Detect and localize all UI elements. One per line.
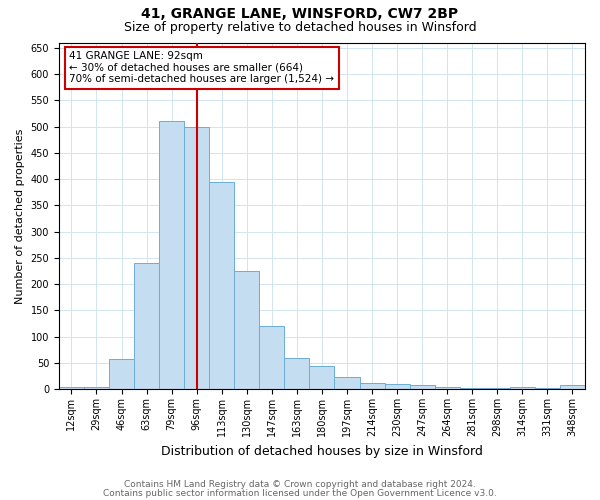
Y-axis label: Number of detached properties: Number of detached properties	[15, 128, 25, 304]
Bar	[410, 386, 434, 389]
Bar	[184, 126, 209, 389]
Bar	[209, 182, 234, 389]
Bar	[485, 388, 510, 389]
Bar	[460, 388, 485, 389]
Text: Contains HM Land Registry data © Crown copyright and database right 2024.: Contains HM Land Registry data © Crown c…	[124, 480, 476, 489]
Bar	[385, 384, 410, 389]
Bar	[159, 122, 184, 389]
Bar	[134, 263, 159, 389]
Bar	[284, 358, 310, 389]
Bar	[310, 366, 334, 389]
Bar	[259, 326, 284, 389]
Bar	[510, 386, 535, 389]
Bar	[84, 386, 109, 389]
Text: Size of property relative to detached houses in Winsford: Size of property relative to detached ho…	[124, 21, 476, 34]
Bar	[234, 271, 259, 389]
Bar	[535, 388, 560, 389]
Bar	[334, 377, 359, 389]
Bar	[560, 386, 585, 389]
Bar	[59, 386, 84, 389]
Text: 41, GRANGE LANE, WINSFORD, CW7 2BP: 41, GRANGE LANE, WINSFORD, CW7 2BP	[142, 8, 458, 22]
Bar	[109, 358, 134, 389]
Text: Contains public sector information licensed under the Open Government Licence v3: Contains public sector information licen…	[103, 489, 497, 498]
X-axis label: Distribution of detached houses by size in Winsford: Distribution of detached houses by size …	[161, 444, 483, 458]
Bar	[359, 384, 385, 389]
Bar	[434, 386, 460, 389]
Text: 41 GRANGE LANE: 92sqm
← 30% of detached houses are smaller (664)
70% of semi-det: 41 GRANGE LANE: 92sqm ← 30% of detached …	[70, 51, 334, 84]
